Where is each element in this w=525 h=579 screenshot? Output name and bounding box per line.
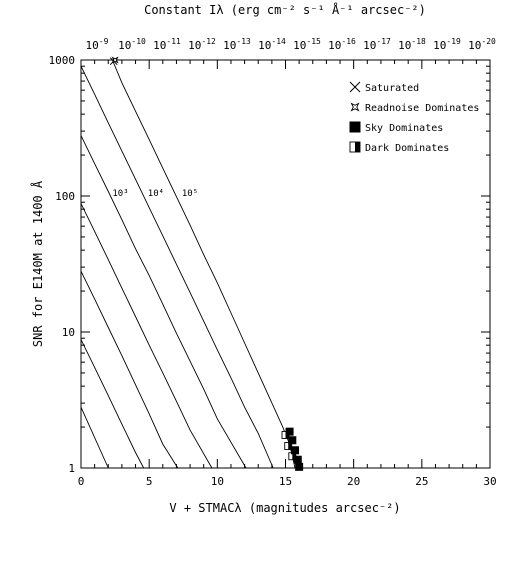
snr-curve-6 — [80, 66, 274, 469]
y-tick-label: 100 — [55, 190, 75, 203]
top-tick-label: 10-12 — [188, 37, 216, 52]
top-tick-label: 10-11 — [153, 37, 181, 52]
snr-curve-2 — [80, 339, 145, 469]
sky-marker — [291, 446, 300, 455]
sky-marker — [295, 462, 304, 471]
curve-label: 10⁴ — [148, 189, 164, 199]
plot-frame — [80, 59, 491, 469]
top-tick-exponent: -12 — [201, 37, 216, 46]
y-axis-label: SNR for E140M at 1400 Å — [30, 180, 45, 347]
y-tick-label: 10 — [62, 326, 75, 339]
top-tick-label: 10-18 — [398, 37, 426, 52]
sky-marker — [288, 436, 297, 445]
top-tick-label: 10-20 — [468, 37, 496, 52]
curve-label: 10⁵ — [182, 189, 198, 199]
top-tick-exponent: -10 — [131, 37, 146, 46]
top-tick-label: 10-13 — [223, 37, 251, 52]
top-tick-label: 10-15 — [293, 37, 321, 52]
x-tick-label: 25 — [415, 475, 428, 488]
x-tick-label: 30 — [483, 475, 496, 488]
legend-label: Dark Dominates — [365, 143, 449, 154]
top-tick-exponent: -9 — [99, 37, 109, 46]
legend-label: Readnoise Dominates — [365, 103, 479, 114]
regime-markers — [109, 56, 304, 471]
y-tick-label: 1000 — [49, 54, 76, 67]
top-tick-label: 10-16 — [328, 37, 356, 52]
top-tick-label: 10-14 — [258, 37, 286, 52]
top-tick-label: 10-9 — [86, 37, 109, 52]
snr-curve-4 — [80, 203, 213, 469]
top-axis: 10-9 10-10 10-11 10-12 10-13 10-14 10-15 10-16 1… — [86, 37, 496, 52]
x-tick-label: 10 — [211, 475, 224, 488]
curve-label: 10³ — [112, 189, 128, 199]
top-tick-exponent: -14 — [271, 37, 286, 46]
top-tick-exponent: -19 — [446, 37, 461, 46]
readnoise-marker — [111, 56, 119, 64]
dark-marker — [284, 442, 293, 451]
x-axis-label: V + STMACλ (magnitudes arcsec⁻²) — [169, 501, 400, 515]
sky-marker — [293, 455, 302, 464]
x-tick-label: 0 — [78, 475, 85, 488]
top-tick-exponent: -11 — [166, 37, 181, 46]
sky-marker — [285, 427, 294, 436]
readnoise-marker — [350, 102, 360, 112]
legend-label: Sky Dominates — [365, 123, 443, 134]
x-tick-label: 5 — [146, 475, 153, 488]
top-tick-exponent: -16 — [341, 37, 356, 46]
chart-title: Constant Iλ (erg cm⁻² s⁻¹ Å⁻¹ arcsec⁻²) — [144, 2, 426, 17]
axis-ticks: 0 5 10 15 20 25 30 1 10 100 1000 — [49, 54, 497, 488]
snr-curve-7 — [111, 59, 296, 469]
top-tick-label: 10-10 — [118, 37, 146, 52]
sky-marker — [349, 121, 361, 133]
y-tick-label: 1 — [68, 462, 75, 475]
x-tick-label: 20 — [347, 475, 360, 488]
top-tick-exponent: -15 — [306, 37, 321, 46]
snr-curve-5 — [80, 135, 247, 469]
top-tick-exponent: -17 — [376, 37, 391, 46]
snr-curve-1 — [80, 407, 109, 469]
top-tick-exponent: -20 — [481, 37, 496, 46]
top-tick-label: 10-17 — [363, 37, 391, 52]
snr-curves — [80, 59, 296, 469]
dark-marker — [349, 141, 361, 153]
snr-curve-3 — [80, 271, 179, 469]
curve-labels: 10³ 10⁴ 10⁵ — [112, 189, 198, 199]
legend: Saturated Readnoise Dominates Sky Dominate… — [349, 81, 479, 154]
legend-label: Saturated — [365, 83, 419, 94]
x-tick-label: 15 — [279, 475, 292, 488]
saturated-marker — [349, 81, 361, 93]
top-tick-label: 10-19 — [433, 37, 461, 52]
top-tick-exponent: -13 — [236, 37, 251, 46]
top-tick-exponent: -18 — [411, 37, 426, 46]
